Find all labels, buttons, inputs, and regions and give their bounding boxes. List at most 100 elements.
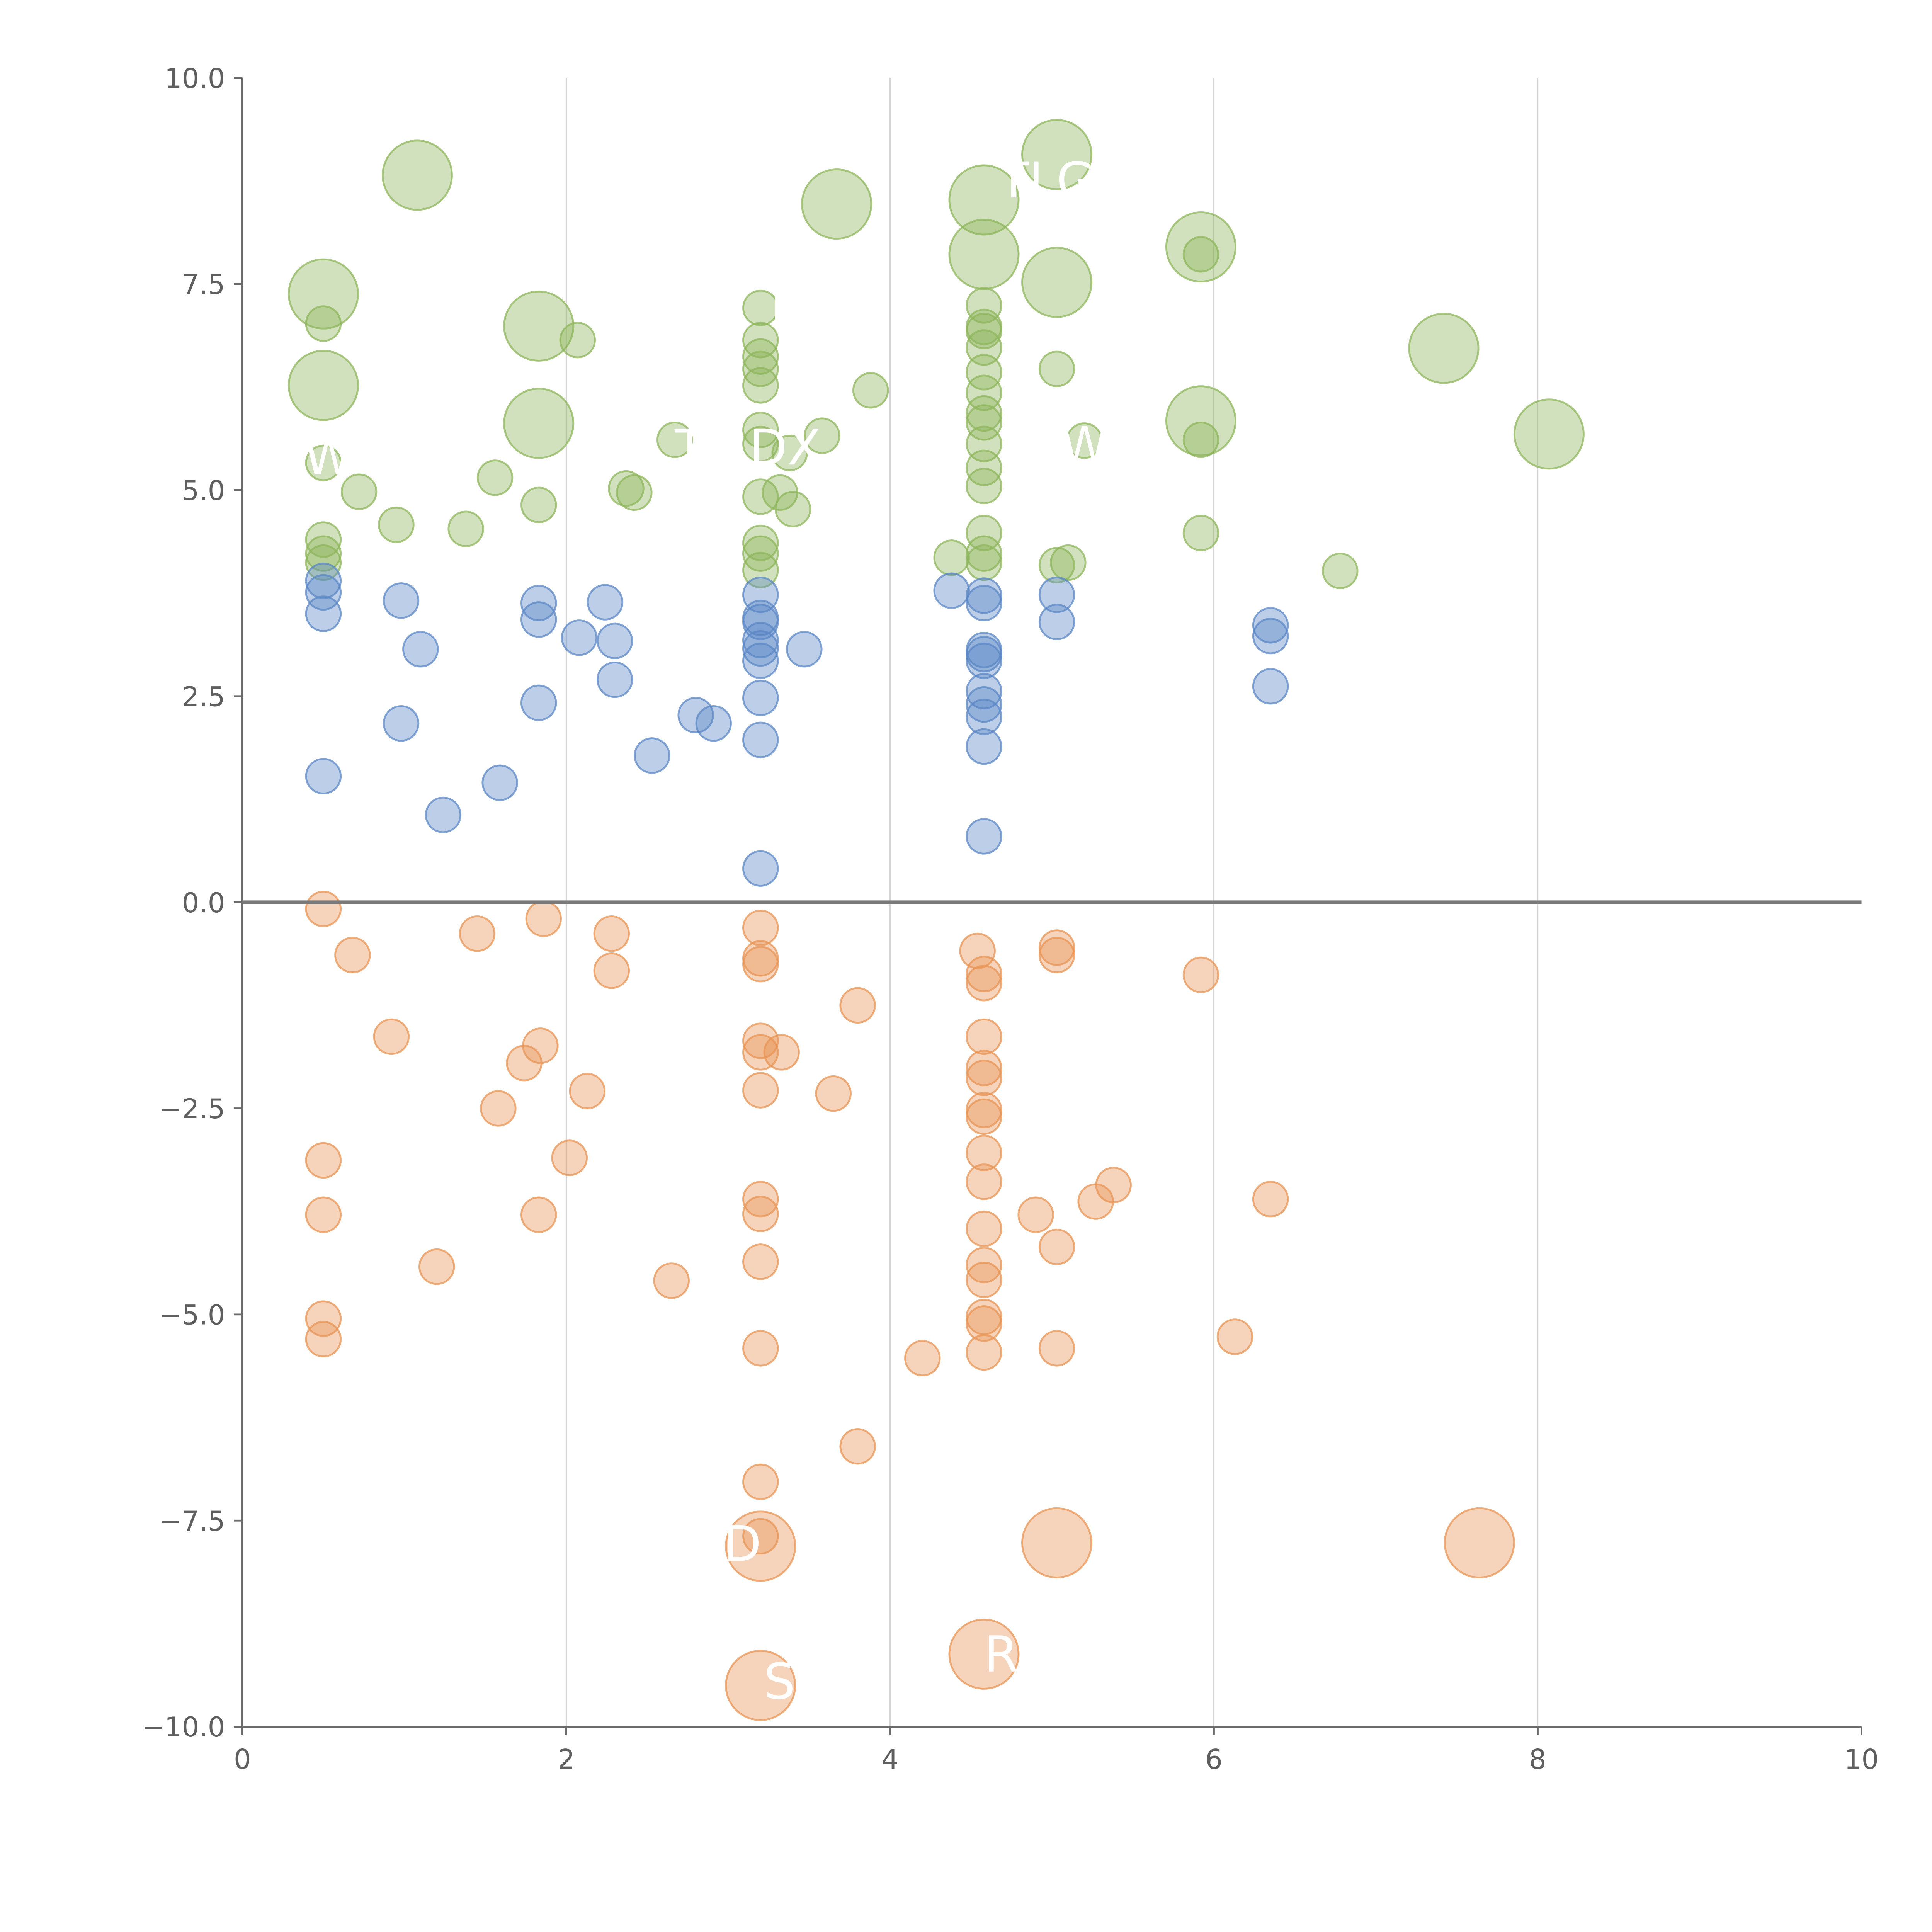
point-label: I xyxy=(770,282,785,340)
y-tick-label: −7.5 xyxy=(159,1505,225,1537)
orange-point xyxy=(742,1330,779,1367)
orange-point xyxy=(1038,929,1075,966)
point-label: D xyxy=(723,1515,762,1573)
green-point xyxy=(852,372,889,409)
blue-point xyxy=(520,601,557,638)
orange-point xyxy=(839,1428,876,1465)
green-point xyxy=(1182,236,1219,273)
blue-point xyxy=(402,631,439,668)
orange-point xyxy=(520,1196,557,1233)
orange-point xyxy=(525,900,562,937)
blue-point xyxy=(305,758,342,794)
green-point xyxy=(340,473,378,510)
x-tick-label: 0 xyxy=(234,1743,251,1775)
green-point xyxy=(804,417,840,454)
blue-point xyxy=(596,622,633,660)
orange-point xyxy=(966,1210,1002,1247)
x-tick-label: 8 xyxy=(1529,1743,1546,1775)
orange-point xyxy=(742,1072,779,1109)
blue-point xyxy=(742,630,779,667)
orange-point xyxy=(815,1075,852,1112)
blue-point xyxy=(520,684,557,721)
blue-point xyxy=(742,679,779,716)
point-label: T xyxy=(674,419,705,476)
orange-point xyxy=(418,1248,455,1285)
blue-point xyxy=(695,705,732,742)
orange-point xyxy=(966,1098,1002,1135)
orange-point xyxy=(459,915,496,952)
green-point xyxy=(966,374,1002,411)
blue-point xyxy=(1252,607,1289,644)
green-point xyxy=(933,539,970,576)
blue-point xyxy=(634,737,670,774)
y-tick-label: −2.5 xyxy=(159,1093,225,1125)
orange-point xyxy=(593,915,630,952)
green-point xyxy=(966,515,1002,551)
orange-point xyxy=(742,946,779,983)
blue-point xyxy=(966,698,1002,735)
green-point xyxy=(1038,547,1075,583)
green-point xyxy=(287,258,359,330)
blue-point xyxy=(933,572,970,609)
blue-point xyxy=(481,764,518,801)
orange-point xyxy=(522,1027,559,1064)
orange-point xyxy=(966,956,1002,992)
orange-point xyxy=(653,1262,690,1299)
orange-point xyxy=(966,1305,1002,1342)
green-point xyxy=(742,289,779,327)
green-point xyxy=(742,412,779,448)
blue-point xyxy=(1038,604,1075,640)
orange-point xyxy=(1182,956,1219,993)
x-tick-label: 6 xyxy=(1205,1743,1223,1775)
y-tick-label: 7.5 xyxy=(182,269,225,301)
orange-point xyxy=(305,1196,342,1233)
orange-point xyxy=(305,890,342,927)
orange-point xyxy=(966,1262,1002,1298)
blue-point xyxy=(966,585,1002,621)
orange-point xyxy=(763,1034,800,1071)
green-point xyxy=(378,506,415,543)
y-tick-label: 5.0 xyxy=(182,475,225,507)
orange-point xyxy=(742,1196,779,1232)
blue-point xyxy=(305,562,342,599)
blue-point xyxy=(305,574,342,611)
point-labels: TLG W T DX I WO D R S xyxy=(304,152,1148,1711)
orange-point xyxy=(305,1142,342,1179)
orange-point xyxy=(742,910,779,946)
green-point xyxy=(520,486,557,524)
orange-point xyxy=(305,1300,342,1337)
green-point xyxy=(305,305,342,342)
green-point xyxy=(305,444,342,481)
orange-point xyxy=(305,1321,342,1358)
green-point xyxy=(966,404,1002,441)
y-tick-label: −5.0 xyxy=(159,1299,225,1331)
green-point xyxy=(771,435,808,471)
green-point xyxy=(447,510,484,547)
green-point xyxy=(801,168,872,240)
green-point xyxy=(1322,553,1359,589)
orange-point xyxy=(1444,1507,1515,1578)
axes: 0 2 4 6 8 10 10.0 7.5 5.0 2.5 0.0 −2.5 −5.0 −7.5 −10.0 xyxy=(142,63,1879,1775)
orange-point xyxy=(1038,1228,1075,1265)
green-point xyxy=(966,329,1002,366)
point-label: R xyxy=(984,1626,1018,1684)
orange-point xyxy=(966,1134,1002,1171)
x-tick-label: 10 xyxy=(1844,1743,1879,1775)
green-point xyxy=(1513,398,1585,470)
blue-point xyxy=(966,577,1002,614)
orange-point xyxy=(1021,1507,1093,1578)
blue-point xyxy=(786,631,823,668)
blue-point xyxy=(742,721,779,759)
green-point xyxy=(966,395,1002,432)
green-point xyxy=(774,491,811,527)
orange-point xyxy=(742,1022,779,1059)
green-point xyxy=(1408,313,1480,384)
orange-point xyxy=(742,1034,779,1071)
green-point xyxy=(1165,211,1236,283)
orange-point xyxy=(569,1073,606,1109)
green-point xyxy=(1038,350,1075,387)
green-point xyxy=(966,468,1002,504)
green-point xyxy=(1066,422,1103,459)
green-point xyxy=(966,287,1002,324)
